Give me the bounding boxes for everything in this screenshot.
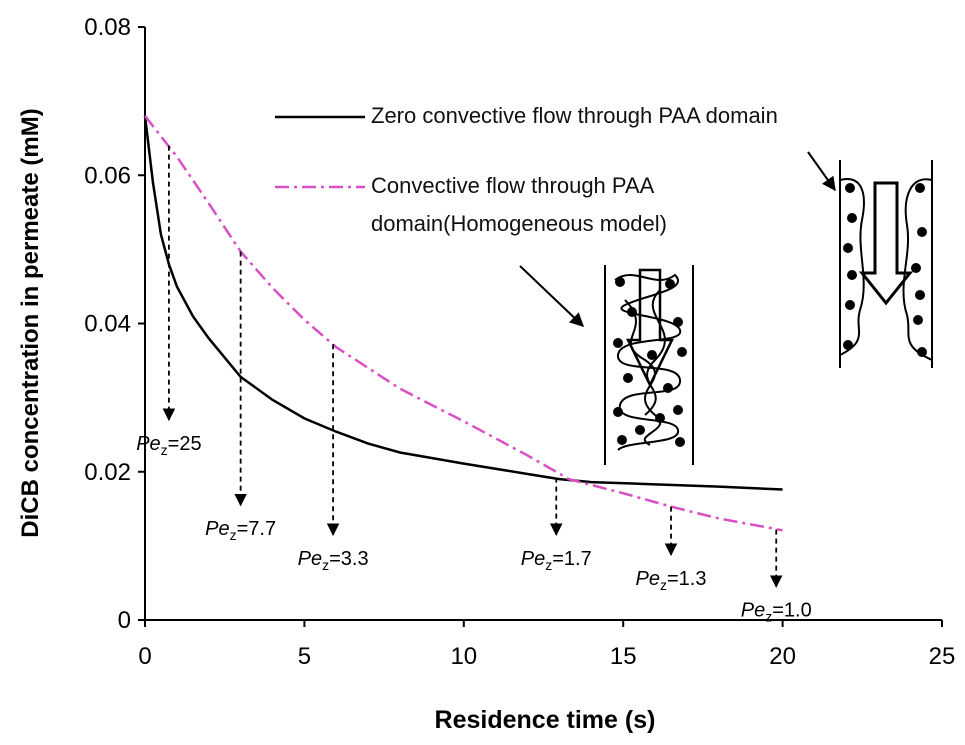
x-tick-label: 15: [610, 643, 637, 670]
pointer-arrow: [807, 151, 836, 192]
annotation-label: Pez=25: [136, 433, 201, 458]
x-tick-label: 25: [929, 643, 956, 670]
annotation-symbol: Pe: [741, 600, 765, 622]
annotation-subscript: z: [765, 609, 772, 625]
annotation-label: Pez=1.3: [636, 568, 707, 593]
y-tick-label: 0.08: [84, 14, 131, 41]
annotation-subscript: z: [161, 442, 168, 458]
series-line: [144, 115, 783, 532]
zero-flow-schematic: [839, 160, 933, 368]
y-tick-label: 0: [118, 607, 131, 634]
pointer-arrow: [519, 265, 585, 327]
x-tick-label: 0: [138, 643, 151, 670]
homogeneous-schematic: [604, 265, 694, 465]
x-tick-label: 20: [769, 643, 796, 670]
annotation-text: =3.3: [329, 548, 368, 570]
annotation-text: =7.7: [237, 518, 276, 540]
annotation-text: =1.0: [772, 600, 811, 622]
annotation-subscript: z: [230, 527, 237, 543]
y-tick-label: 0.04: [84, 311, 131, 338]
y-tick-label: 0.06: [84, 162, 131, 189]
annotation-subscript: z: [660, 577, 667, 593]
annotation-label: Pez=1.0: [741, 600, 812, 625]
x-axis-title: Residence time (s): [435, 706, 656, 734]
annotation-label: Pez=1.7: [521, 548, 592, 573]
x-tick-label: 5: [298, 643, 311, 670]
y-axis-title: DiCB concentration in permeate (mM): [17, 108, 44, 537]
annotation-symbol: Pe: [205, 518, 229, 540]
annotation-symbol: Pe: [521, 548, 545, 570]
annotation-text: =25: [168, 433, 202, 455]
annotation-symbol: Pe: [298, 548, 322, 570]
annotation-label: Pez=3.3: [298, 548, 369, 573]
legend-label: Convective flow through PAA domain(Homog…: [371, 173, 667, 236]
series-line: [143, 115, 783, 491]
annotation-label: Pez=7.7: [205, 518, 276, 543]
x-tick-label: 10: [450, 643, 477, 670]
annotation-symbol: Pe: [136, 433, 160, 455]
legend-label: Zero convective flow through PAA domain: [371, 103, 778, 128]
annotation-subscript: z: [322, 557, 329, 573]
annotation-symbol: Pe: [636, 568, 660, 590]
annotation-text: =1.7: [552, 548, 591, 570]
annotation-subscript: z: [545, 557, 552, 573]
annotation-text: =1.3: [667, 568, 706, 590]
y-tick-label: 0.02: [84, 459, 131, 486]
